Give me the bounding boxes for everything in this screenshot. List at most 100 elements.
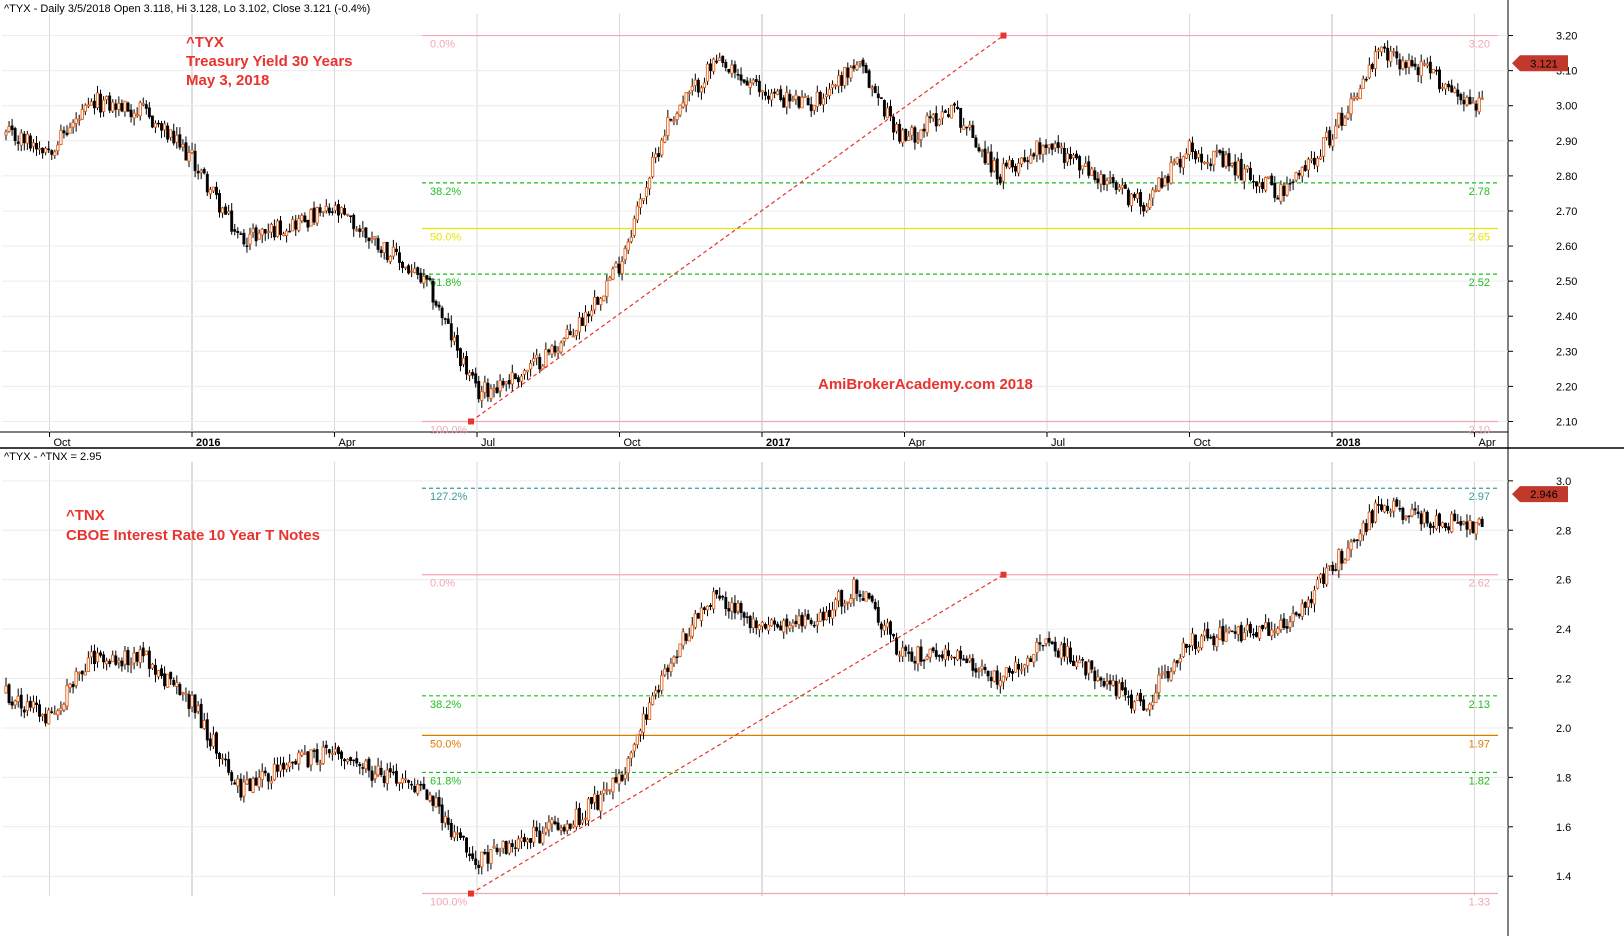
candle bbox=[1047, 144, 1051, 149]
panel-header: ^TYX - Daily 3/5/2018 Open 3.118, Hi 3.1… bbox=[4, 3, 370, 15]
fib-level-pct: 50.0% bbox=[430, 232, 461, 244]
candle bbox=[1285, 626, 1289, 629]
candle bbox=[480, 390, 484, 401]
candle bbox=[745, 616, 749, 618]
candle bbox=[1404, 516, 1408, 519]
candle bbox=[276, 764, 279, 772]
y-tick-label: 2.30 bbox=[1556, 346, 1577, 358]
candle bbox=[224, 758, 228, 761]
candle bbox=[605, 789, 609, 792]
candle bbox=[1282, 618, 1286, 628]
candle bbox=[1026, 657, 1030, 666]
candle bbox=[962, 658, 966, 661]
candle bbox=[1126, 696, 1130, 698]
candle bbox=[93, 650, 96, 664]
candle bbox=[947, 114, 950, 117]
candle bbox=[1218, 149, 1222, 154]
candle bbox=[129, 663, 133, 666]
y-tick-label: 2.40 bbox=[1556, 311, 1577, 323]
trendline-anchor-start[interactable] bbox=[468, 890, 474, 897]
candle bbox=[53, 712, 57, 715]
candle bbox=[169, 129, 173, 138]
candle bbox=[190, 149, 194, 153]
candle bbox=[1331, 564, 1335, 572]
candle bbox=[1230, 630, 1234, 633]
y-tick-label: 2.80 bbox=[1556, 171, 1577, 183]
candle bbox=[1084, 661, 1088, 676]
candle bbox=[882, 625, 887, 631]
candle bbox=[812, 105, 816, 111]
candle bbox=[1270, 175, 1274, 186]
candle bbox=[1215, 150, 1219, 153]
candle bbox=[1416, 511, 1420, 514]
trendline-anchor-end[interactable] bbox=[1000, 32, 1007, 39]
candle bbox=[1443, 83, 1448, 90]
candle bbox=[904, 646, 908, 651]
candle bbox=[791, 98, 795, 101]
candle bbox=[1398, 508, 1402, 510]
candle bbox=[218, 193, 221, 213]
candle bbox=[849, 67, 853, 79]
candle bbox=[1386, 505, 1390, 511]
y-tick-label: 2.8 bbox=[1556, 525, 1571, 537]
candle bbox=[901, 647, 905, 657]
candle bbox=[147, 107, 151, 118]
candle bbox=[1361, 522, 1365, 536]
candle bbox=[754, 620, 758, 629]
candle bbox=[861, 598, 865, 601]
candle bbox=[1422, 511, 1426, 524]
candle bbox=[123, 650, 127, 665]
candle bbox=[160, 668, 164, 676]
candle bbox=[922, 128, 926, 132]
candle bbox=[144, 104, 148, 109]
candle bbox=[321, 211, 325, 214]
candle bbox=[779, 625, 783, 631]
x-tick-label: Apr bbox=[909, 437, 926, 449]
candle bbox=[489, 388, 493, 399]
candle bbox=[815, 621, 819, 626]
candle bbox=[345, 759, 350, 762]
candle bbox=[532, 358, 536, 363]
candle bbox=[1035, 140, 1039, 156]
candle bbox=[1413, 63, 1417, 67]
candle bbox=[1224, 631, 1228, 642]
candle bbox=[443, 318, 447, 320]
candle bbox=[916, 139, 920, 143]
candle bbox=[779, 89, 783, 100]
candle bbox=[940, 654, 944, 659]
candle bbox=[660, 675, 664, 691]
candle bbox=[1373, 51, 1378, 69]
candle bbox=[1337, 112, 1341, 126]
candle bbox=[1221, 625, 1225, 642]
candle bbox=[516, 377, 520, 383]
trendline-anchor-end[interactable] bbox=[1000, 571, 1007, 578]
fib-level-pct: 38.2% bbox=[430, 186, 461, 198]
candle bbox=[1401, 60, 1405, 70]
candle bbox=[696, 79, 700, 93]
trendline-anchor-start[interactable] bbox=[468, 418, 474, 425]
candle bbox=[50, 150, 54, 155]
candle bbox=[1273, 630, 1277, 633]
candle bbox=[1438, 513, 1441, 526]
y-tick-label: 2.20 bbox=[1556, 381, 1577, 393]
candle bbox=[1267, 622, 1271, 636]
candle bbox=[711, 591, 716, 610]
candle bbox=[1001, 675, 1006, 683]
candle bbox=[1398, 59, 1402, 70]
candle bbox=[699, 87, 704, 93]
candle bbox=[1069, 154, 1072, 160]
candle bbox=[364, 227, 368, 238]
candle bbox=[41, 147, 45, 154]
candle bbox=[608, 277, 612, 281]
candle bbox=[767, 95, 770, 100]
candle bbox=[266, 231, 270, 234]
candle bbox=[425, 789, 429, 800]
candle bbox=[437, 304, 441, 308]
candle bbox=[272, 226, 276, 238]
candle bbox=[703, 607, 706, 611]
candle bbox=[114, 103, 118, 110]
candle bbox=[492, 845, 496, 849]
candle bbox=[736, 74, 740, 76]
candle bbox=[220, 757, 225, 760]
candle bbox=[1081, 659, 1085, 661]
